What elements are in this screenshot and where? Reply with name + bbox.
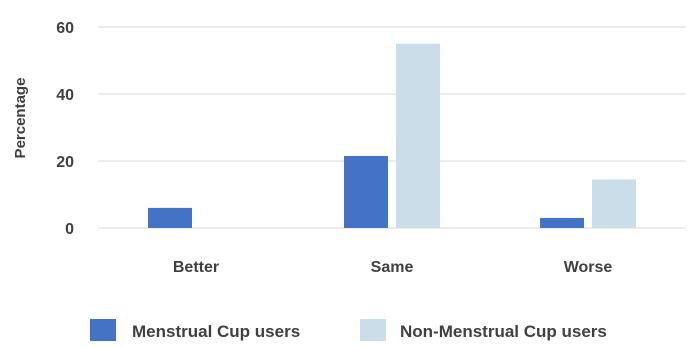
- bar-worse-series-1: [540, 217, 584, 228]
- y-tick-label: 20: [56, 154, 74, 171]
- y-tick-labels: 0 20 40 60: [56, 20, 74, 238]
- legend-swatch: [360, 319, 386, 341]
- bar-better-series-1: [148, 207, 192, 228]
- x-tick-label: Same: [371, 259, 414, 276]
- legend-swatch: [90, 319, 116, 341]
- legend: Menstrual Cup users Non-Menstrual Cup use…: [90, 319, 607, 341]
- y-tick-label: 60: [56, 20, 74, 37]
- y-tick-label: 40: [56, 87, 74, 104]
- bar-same-series-1: [344, 155, 388, 228]
- legend-label: Menstrual Cup users: [132, 322, 300, 341]
- legend-label: Non-Menstrual Cup users: [400, 322, 607, 341]
- y-tick-label: 0: [65, 221, 74, 238]
- grid-lines: [98, 26, 686, 229]
- x-tick-labels: Better Same Worse: [173, 259, 613, 276]
- x-tick-label: Better: [173, 259, 219, 276]
- y-axis-label: Percentage: [12, 78, 29, 159]
- bar-worse-series-2: [592, 179, 636, 228]
- bars: [148, 43, 636, 228]
- x-tick-label: Worse: [564, 259, 613, 276]
- bar-same-series-2: [396, 43, 440, 228]
